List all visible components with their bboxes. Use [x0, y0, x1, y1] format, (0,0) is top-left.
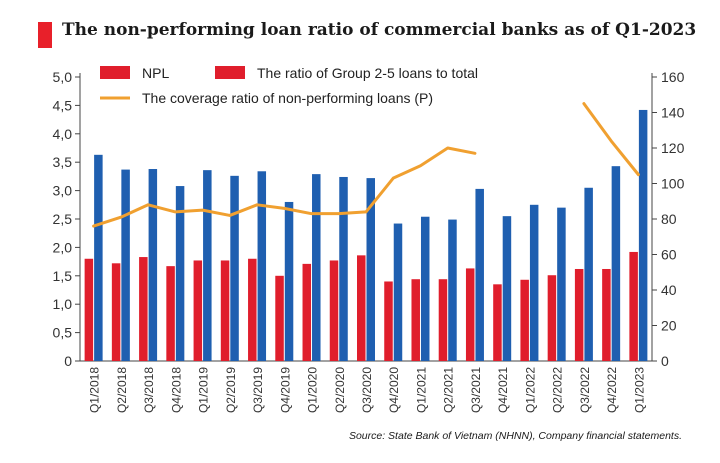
- bar-group-2-5: [257, 171, 267, 361]
- bar-npl: [602, 268, 611, 361]
- x-tick-label: Q3/2020: [360, 367, 374, 413]
- bar-group-2-5: [584, 187, 593, 361]
- y-right-tick-label: 160: [661, 69, 685, 85]
- y-left-tick-label: 4,5: [53, 97, 73, 113]
- x-tick-label: Q4/2021: [496, 367, 510, 413]
- title-accent-bar: [38, 22, 52, 48]
- x-tick-label: Q1/2023: [632, 367, 646, 413]
- y-left-tick-label: 0: [64, 353, 72, 369]
- bar-group-2-5: [175, 186, 185, 361]
- bar-npl: [111, 263, 121, 361]
- y-right-tick-label: 0: [661, 353, 669, 369]
- y-left-tick-label: 1,5: [53, 268, 73, 284]
- x-tick-label: Q2/2021: [442, 367, 456, 413]
- bar-group-2-5: [148, 169, 158, 361]
- bar-group-2-5: [502, 216, 512, 361]
- bar-group-2-5: [366, 178, 375, 361]
- chart-title: The non-performing loan ratio of commerc…: [62, 20, 697, 40]
- legend-label-npl: NPL: [142, 65, 169, 81]
- coverage-line: [582, 102, 640, 177]
- bar-npl: [547, 275, 557, 361]
- y-right-tick-label: 120: [661, 140, 685, 156]
- bar-group-2-5: [94, 154, 103, 361]
- y-right-tick-label: 60: [661, 247, 677, 263]
- coverage-line: [92, 146, 477, 228]
- bar-group-2-5: [420, 216, 430, 361]
- bar-npl: [329, 260, 339, 361]
- y-left-tick-label: 2,5: [53, 211, 73, 227]
- legend-swatch-npl: [100, 66, 130, 79]
- bar-npl: [248, 258, 257, 361]
- legend-label-coverage: The coverage ratio of non-performing loa…: [142, 90, 433, 106]
- y-left-tick-label: 3,5: [53, 154, 73, 170]
- y-left-tick-label: 5,0: [53, 69, 73, 85]
- bar-npl: [139, 257, 148, 361]
- y-right-tick-label: 100: [661, 176, 685, 192]
- legend-label-group-2-5: The ratio of Group 2-5 loans to total: [257, 65, 478, 81]
- x-tick-label: Q2/2022: [551, 367, 565, 413]
- x-tick-label: Q2/2018: [115, 367, 129, 413]
- bar-npl: [84, 258, 94, 361]
- source-note: Source: State Bank of Vietnam (NHNN), Co…: [348, 430, 682, 442]
- x-tick-label: Q3/2018: [142, 367, 156, 413]
- bar-group-2-5: [475, 188, 484, 361]
- y-left-tick-label: 1,0: [53, 296, 73, 312]
- bar-npl: [384, 281, 393, 361]
- bar-group-2-5: [529, 204, 539, 361]
- legend-swatch-group-2-5: [215, 66, 245, 79]
- x-tick-label: Q4/2019: [278, 367, 292, 413]
- bar-group-2-5: [284, 201, 294, 361]
- bar-group-2-5: [203, 170, 212, 361]
- bar-npl: [357, 255, 366, 361]
- bar-group-2-5: [121, 169, 130, 361]
- x-tick-label: Q1/2021: [414, 367, 428, 413]
- bar-npl: [520, 279, 529, 361]
- bar-group-2-5: [393, 223, 403, 361]
- x-tick-label: Q4/2020: [387, 367, 401, 413]
- y-left-tick-label: 4,0: [53, 126, 73, 142]
- y-left-tick-label: 0,5: [53, 325, 73, 341]
- bar-group-2-5: [230, 175, 239, 361]
- x-tick-label: Q4/2018: [169, 367, 183, 413]
- y-right-tick-label: 140: [661, 105, 685, 121]
- y-left-tick-label: 3,0: [53, 183, 73, 199]
- bar-npl: [302, 263, 312, 361]
- bar-group-2-5: [448, 219, 457, 361]
- bar-group-2-5: [312, 174, 321, 361]
- x-tick-label: Q2/2020: [333, 367, 347, 413]
- bar-npl: [493, 284, 502, 361]
- bar-group-2-5: [611, 166, 621, 361]
- x-tick-label: Q3/2021: [469, 367, 483, 413]
- x-tick-label: Q2/2019: [224, 367, 238, 413]
- x-tick-label: Q1/2019: [197, 367, 211, 413]
- x-tick-label: Q3/2019: [251, 367, 265, 413]
- bar-npl: [411, 279, 420, 361]
- x-tick-label: Q4/2022: [605, 367, 619, 413]
- y-right-tick-label: 40: [661, 282, 677, 298]
- y-right-tick-label: 20: [661, 318, 677, 334]
- bar-group-2-5: [339, 176, 348, 361]
- bar-npl: [629, 251, 638, 361]
- y-left-tick-label: 2,0: [53, 239, 73, 255]
- bar-npl: [193, 260, 203, 361]
- bar-npl: [465, 268, 475, 361]
- x-tick-label: Q1/2020: [306, 367, 320, 413]
- bar-npl: [275, 275, 284, 361]
- bar-npl: [166, 266, 175, 361]
- bar-group-2-5: [557, 207, 566, 361]
- bar-group-2-5: [638, 109, 648, 361]
- x-tick-label: Q3/2022: [578, 367, 592, 413]
- x-tick-label: Q1/2018: [88, 367, 102, 413]
- bar-npl: [220, 260, 230, 361]
- x-tick-label: Q1/2022: [523, 367, 537, 413]
- bar-npl: [438, 279, 448, 361]
- y-right-tick-label: 80: [661, 211, 677, 227]
- bar-npl: [574, 268, 584, 361]
